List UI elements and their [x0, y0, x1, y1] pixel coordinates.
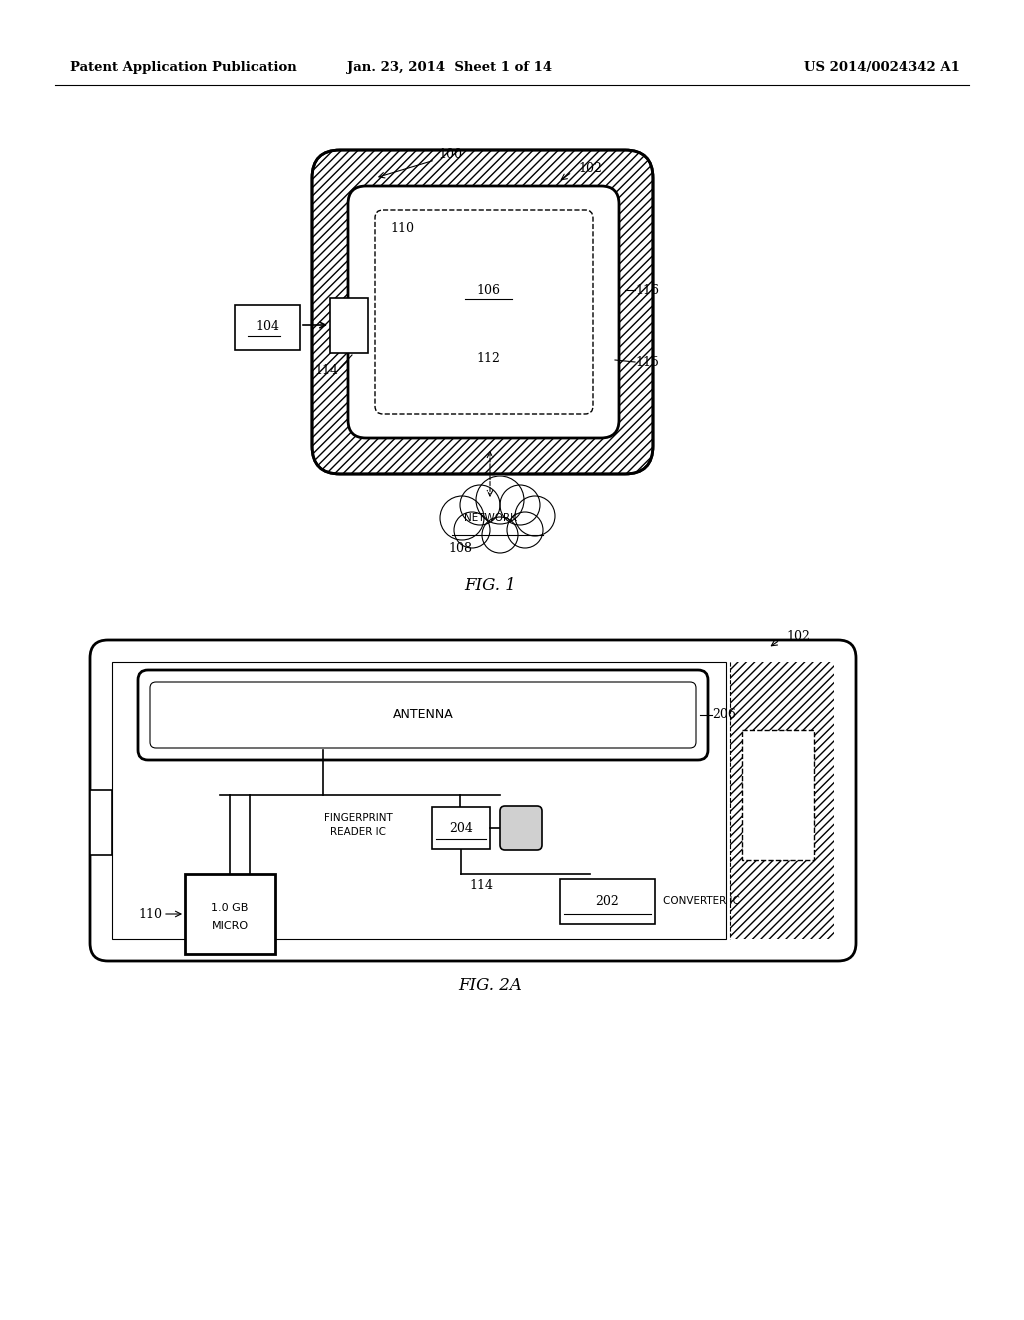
Text: 106: 106 — [476, 284, 500, 297]
Circle shape — [454, 512, 490, 548]
Text: CONVERTER IC: CONVERTER IC — [663, 896, 740, 907]
Bar — [234, 305, 300, 350]
Text: 204: 204 — [450, 821, 473, 834]
FancyBboxPatch shape — [348, 186, 618, 438]
Circle shape — [482, 517, 518, 553]
Bar — [112, 663, 726, 939]
Circle shape — [507, 512, 543, 548]
Text: 115: 115 — [635, 355, 658, 368]
Text: 108: 108 — [449, 541, 472, 554]
Text: 112: 112 — [476, 351, 500, 364]
Bar — [90, 789, 112, 855]
FancyBboxPatch shape — [375, 210, 593, 414]
Text: 206: 206 — [712, 709, 736, 722]
FancyBboxPatch shape — [500, 807, 542, 850]
Circle shape — [515, 496, 555, 536]
Text: 114: 114 — [314, 363, 338, 376]
Bar — [560, 879, 655, 924]
Bar — [330, 298, 368, 352]
Bar — [450, 508, 548, 539]
Text: 102: 102 — [786, 630, 810, 643]
Circle shape — [440, 496, 484, 540]
Circle shape — [500, 484, 540, 525]
Bar — [730, 663, 834, 939]
Bar — [742, 730, 814, 861]
FancyBboxPatch shape — [90, 640, 856, 961]
Bar — [432, 807, 490, 849]
Text: 116: 116 — [635, 284, 659, 297]
Text: FIG. 1: FIG. 1 — [464, 577, 516, 594]
Text: 1.0 GB: 1.0 GB — [211, 903, 249, 912]
Text: READER IC: READER IC — [330, 828, 386, 837]
Text: 110: 110 — [390, 222, 414, 235]
Circle shape — [460, 484, 500, 525]
Text: ANTENNA: ANTENNA — [392, 709, 454, 722]
Text: MICRO: MICRO — [211, 921, 249, 931]
Circle shape — [476, 477, 524, 524]
FancyBboxPatch shape — [150, 682, 696, 748]
Text: 114: 114 — [469, 879, 493, 892]
Text: NETWORK: NETWORK — [464, 513, 516, 523]
Text: FINGERPRINT: FINGERPRINT — [324, 813, 392, 822]
Bar — [185, 874, 275, 954]
Text: 110: 110 — [138, 908, 162, 920]
FancyBboxPatch shape — [138, 671, 708, 760]
Text: FIG. 2A: FIG. 2A — [458, 977, 522, 994]
Text: 100: 100 — [438, 149, 462, 161]
Text: Patent Application Publication: Patent Application Publication — [70, 62, 297, 74]
Text: 104: 104 — [255, 321, 279, 334]
FancyBboxPatch shape — [312, 150, 653, 474]
Text: US 2014/0024342 A1: US 2014/0024342 A1 — [804, 62, 961, 74]
Text: 102: 102 — [578, 161, 602, 174]
Text: Jan. 23, 2014  Sheet 1 of 14: Jan. 23, 2014 Sheet 1 of 14 — [347, 62, 553, 74]
Text: 202: 202 — [596, 895, 620, 908]
